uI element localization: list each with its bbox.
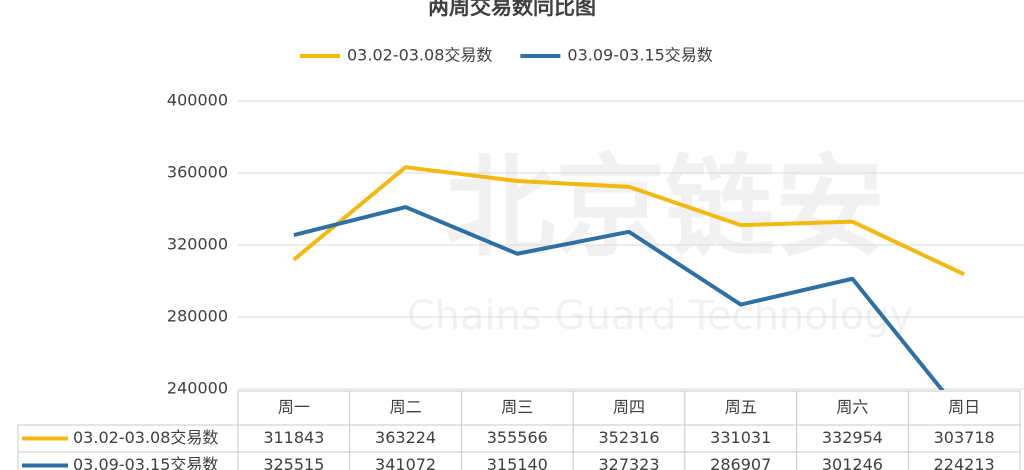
- x-tick-label: 周二: [390, 398, 422, 417]
- y-tick-label: 400000: [167, 91, 228, 110]
- plot-area: [292, 165, 965, 390]
- table-cell: 311843: [263, 428, 324, 447]
- table-cell: 303718: [934, 428, 995, 447]
- table-cell: 327323: [598, 455, 659, 470]
- x-tick-label: 周日: [948, 398, 980, 417]
- y-tick-label: 360000: [167, 163, 228, 182]
- x-tick-label: 周六: [836, 398, 868, 417]
- data-line: [293, 205, 945, 390]
- y-tick-label: 240000: [167, 379, 228, 398]
- table-row-label: 03.02-03.08交易数: [73, 428, 218, 447]
- table-cell: 224213: [934, 455, 995, 470]
- chart-title: 两周交易数同比图: [428, 0, 596, 19]
- y-tick-label: 280000: [167, 307, 228, 326]
- table-cell: 331031: [710, 428, 771, 447]
- table-cell: 355566: [487, 428, 548, 447]
- table-cell: 325515: [263, 455, 324, 470]
- table-cell: 363224: [375, 428, 436, 447]
- table-cell: 301246: [822, 455, 883, 470]
- table-cell: 341072: [375, 455, 436, 470]
- data-line: [292, 165, 965, 277]
- y-tick-label: 320000: [167, 235, 228, 254]
- x-tick-label: 周一: [278, 398, 310, 417]
- table-cell: 315140: [487, 455, 548, 470]
- x-tick-label: 周五: [725, 398, 757, 417]
- x-tick-label: 周三: [501, 398, 533, 417]
- table-cell: 332954: [822, 428, 883, 447]
- watermark: 北京链安: [445, 143, 885, 271]
- legend-label: 03.09-03.15交易数: [567, 46, 712, 65]
- table-row-label: 03.09-03.15交易数: [73, 455, 218, 470]
- watermark: Chains Guard Technology: [407, 293, 914, 339]
- table-cell: 352316: [598, 428, 659, 447]
- table-cell: 286907: [710, 455, 771, 470]
- legend-label: 03.02-03.08交易数: [347, 46, 492, 65]
- x-tick-label: 周四: [613, 398, 645, 417]
